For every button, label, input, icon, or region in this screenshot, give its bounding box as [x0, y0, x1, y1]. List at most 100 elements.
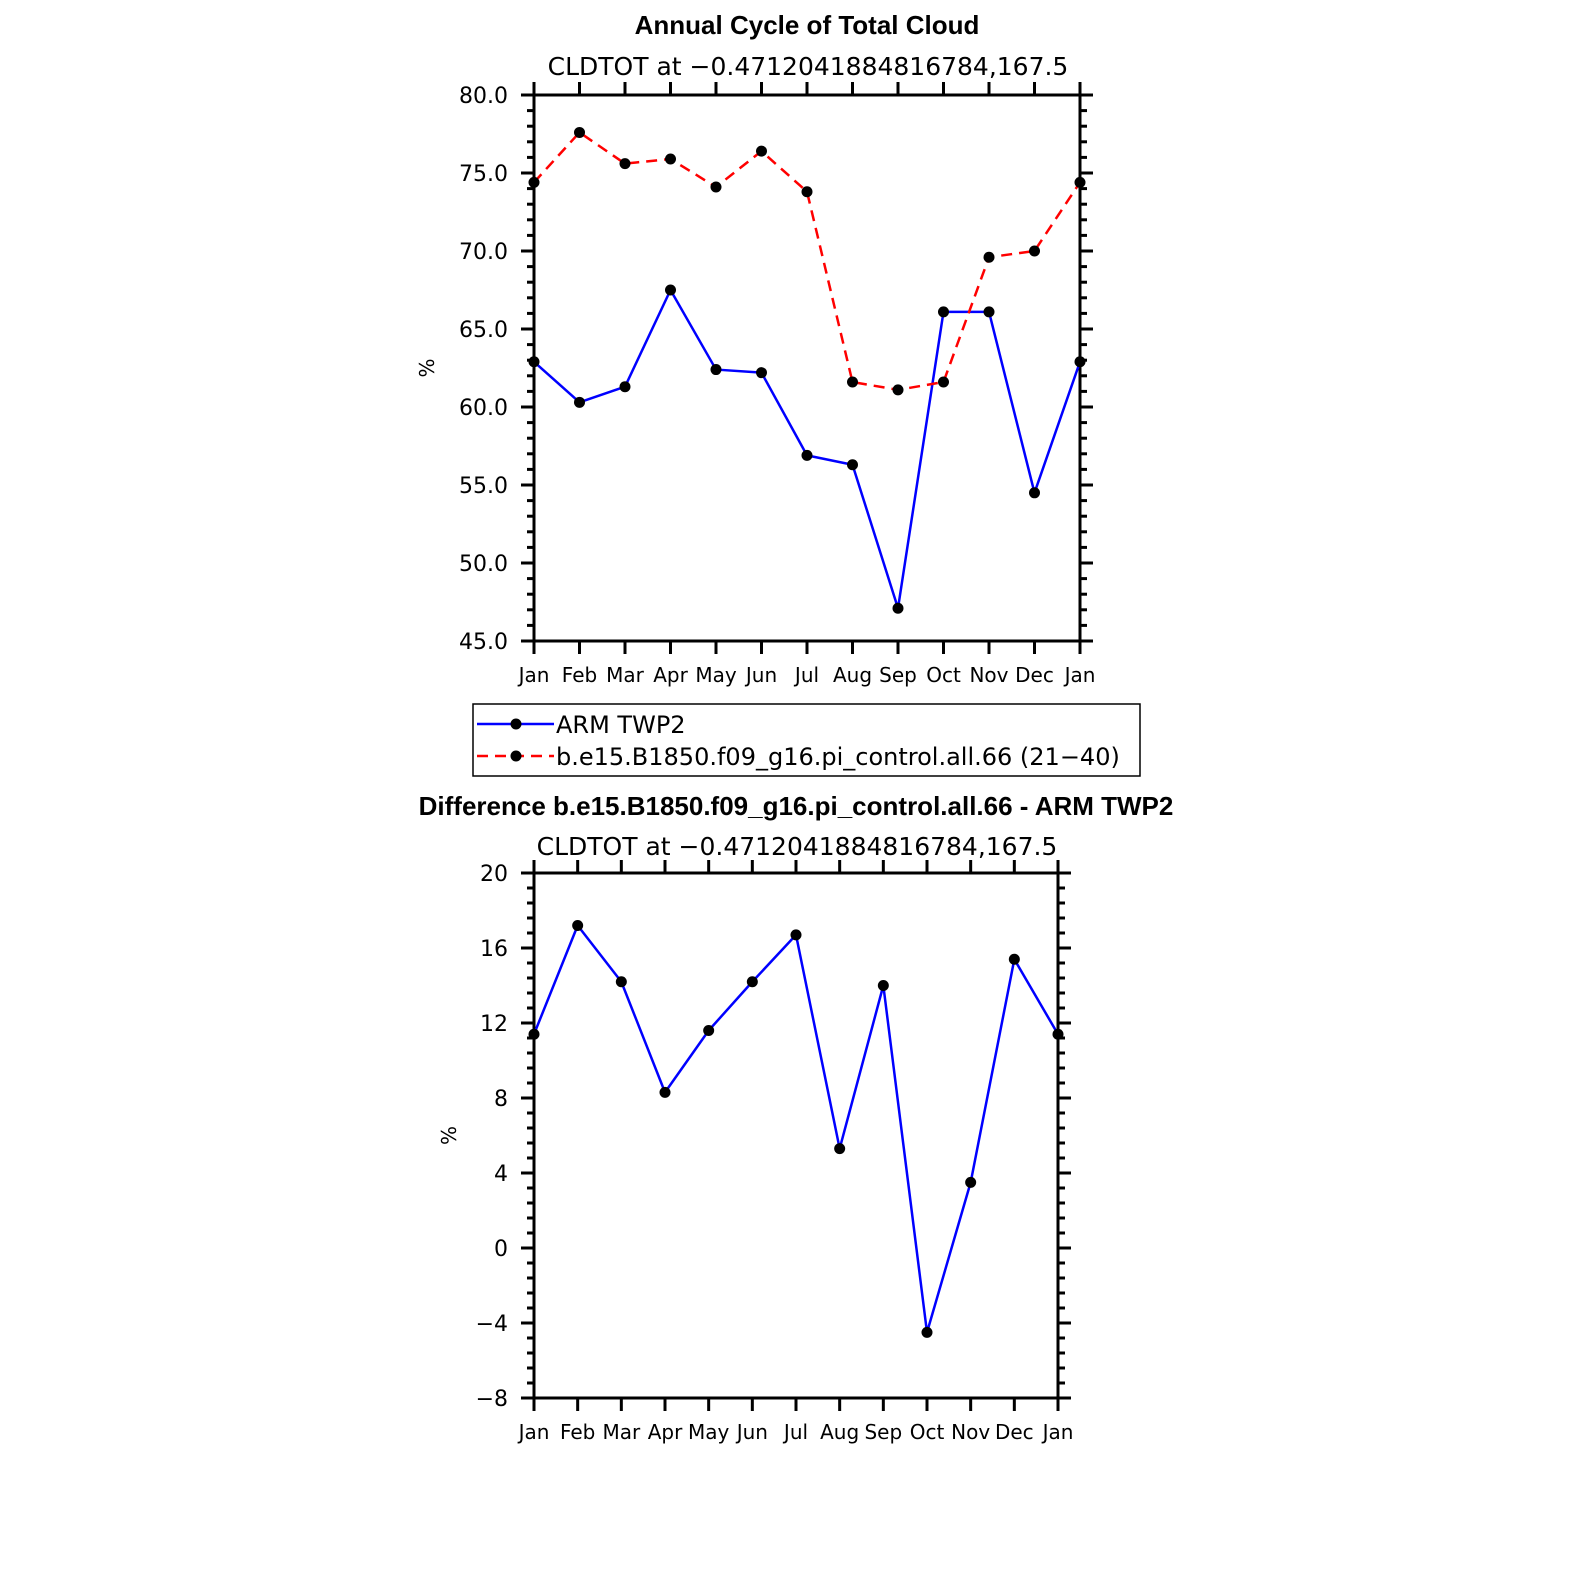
- x-tick-label: Feb: [560, 1420, 595, 1444]
- y-tick-label: −8: [476, 1387, 508, 1412]
- legend-marker: [510, 750, 522, 762]
- chart-2: Difference b.e15.B1850.f09_g16.pi_contro…: [419, 791, 1174, 1444]
- data-point: [877, 980, 889, 991]
- data-point: [834, 1143, 846, 1155]
- x-ticks: [532, 82, 1082, 654]
- y-tick-label: 65.0: [459, 318, 508, 343]
- x-tick-label: Jan: [1063, 663, 1096, 687]
- data-point: [1008, 953, 1020, 965]
- data-point: [1029, 245, 1040, 257]
- data-point: [983, 251, 995, 263]
- data-point: [938, 306, 949, 318]
- legend-box: [472, 703, 1141, 777]
- x-tick-label: Jan: [517, 663, 550, 687]
- y-tick-label: 45.0: [459, 630, 508, 655]
- chart-subtitle: CLDTOT at −0.4712041884816784,167.5: [548, 52, 1069, 81]
- y-tick-label: 55.0: [459, 474, 508, 499]
- y-tick-label: 75.0: [459, 162, 508, 187]
- chart-title: Difference b.e15.B1850.f09_g16.pi_contro…: [419, 791, 1174, 821]
- y-tick-label: 16: [480, 937, 508, 962]
- plot-frame: [532, 93, 1082, 643]
- x-tick-label: Mar: [606, 663, 645, 687]
- data-point: [756, 145, 767, 157]
- chart-subtitle: CLDTOT at −0.4712041884816784,167.5: [537, 832, 1058, 861]
- data-point: [665, 284, 676, 296]
- x-tick-label: Jul: [793, 663, 819, 687]
- data-point: [665, 153, 676, 165]
- y-tick-label: 80.0: [459, 84, 508, 109]
- data-point: [746, 976, 758, 988]
- legend-entry: b.e15.B1850.f09_g16.pi_control.all.66 (2…: [556, 743, 1120, 771]
- data-point: [790, 929, 802, 941]
- series-1: [528, 920, 1064, 1338]
- x-tick-label: May: [688, 1420, 730, 1444]
- data-point: [965, 1176, 977, 1188]
- x-tick-label: Jun: [744, 663, 777, 687]
- chart-title: Annual Cycle of Total Cloud: [635, 10, 980, 40]
- data-point: [574, 126, 585, 138]
- y-ticks: [521, 93, 1093, 643]
- x-ticks: [532, 860, 1060, 1411]
- data-point: [574, 396, 585, 408]
- series-2: [528, 126, 1086, 396]
- y-tick-label: 60.0: [459, 396, 508, 421]
- y-tick-label: 4: [494, 1162, 508, 1187]
- x-tick-label: May: [695, 663, 737, 687]
- y-tick-label: 50.0: [459, 552, 508, 577]
- x-tick-label: Sep: [864, 1420, 902, 1444]
- legend-marker: [510, 718, 522, 730]
- data-point: [921, 1326, 933, 1338]
- data-point: [892, 602, 904, 614]
- x-tick-label: Nov: [951, 1420, 990, 1444]
- x-tick-label: Apr: [653, 663, 688, 687]
- x-tick-label: Mar: [602, 1420, 641, 1444]
- y-tick-label: 0: [494, 1237, 508, 1262]
- series-line: [533, 288, 1082, 610]
- data-point: [659, 1086, 671, 1098]
- data-point: [1074, 176, 1086, 188]
- x-tick-label: Oct: [910, 1420, 945, 1444]
- legend: ARM TWP2 b.e15.B1850.f09_g16.pi_control.a…: [472, 703, 1141, 777]
- data-point: [801, 449, 813, 461]
- data-point: [528, 1028, 540, 1040]
- x-tick-label: Aug: [833, 663, 872, 687]
- x-tick-label: Feb: [562, 663, 597, 687]
- x-tick-label: Dec: [995, 1420, 1034, 1444]
- x-tick-label: Aug: [820, 1420, 859, 1444]
- x-tick-label: Jan: [517, 1420, 550, 1444]
- chart-1: Annual Cycle of Total Cloud CLDTOT at −0.…: [415, 10, 1141, 777]
- y-tick-label: 20: [480, 862, 508, 887]
- data-point: [756, 367, 767, 379]
- x-tick-label: Oct: [926, 663, 961, 687]
- data-point: [1029, 487, 1040, 499]
- data-point: [847, 376, 858, 388]
- data-point: [938, 376, 949, 388]
- x-tick-label: Jun: [735, 1420, 768, 1444]
- x-tick-label: Jan: [1041, 1420, 1074, 1444]
- series-line: [532, 924, 1060, 1334]
- y-axis-label: %: [437, 1126, 461, 1145]
- data-point: [983, 306, 995, 318]
- data-point: [892, 384, 904, 396]
- data-point: [847, 459, 858, 471]
- y-ticks: [521, 871, 1071, 1400]
- data-point: [619, 158, 631, 170]
- x-tick-label: Apr: [648, 1420, 683, 1444]
- y-tick-label: 12: [480, 1012, 508, 1037]
- legend-entry: ARM TWP2: [556, 711, 686, 739]
- data-point: [572, 920, 584, 931]
- data-point: [619, 381, 631, 393]
- data-point: [1052, 1028, 1064, 1040]
- y-axis-label: %: [415, 358, 439, 377]
- y-tick-label: 8: [494, 1087, 508, 1112]
- data-point: [703, 1025, 715, 1036]
- x-tick-label: Nov: [969, 663, 1008, 687]
- x-tick-label: Dec: [1015, 663, 1054, 687]
- series-1: [528, 284, 1086, 614]
- data-point: [1074, 356, 1086, 368]
- y-tick-label: 70.0: [459, 240, 508, 265]
- data-point: [710, 364, 722, 376]
- y-tick-label: −4: [476, 1312, 508, 1337]
